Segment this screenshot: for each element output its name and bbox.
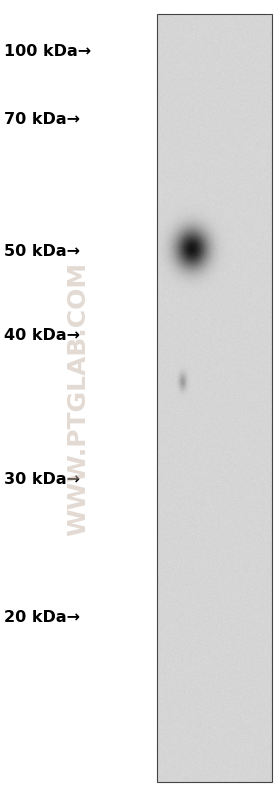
Text: 30 kDa→: 30 kDa→ — [4, 472, 80, 487]
Text: 100 kDa→: 100 kDa→ — [4, 45, 91, 59]
Text: 70 kDa→: 70 kDa→ — [4, 113, 80, 128]
Text: WWW.PTGLAB.COM: WWW.PTGLAB.COM — [66, 262, 90, 536]
Text: 40 kDa→: 40 kDa→ — [4, 328, 80, 343]
Text: 50 kDa→: 50 kDa→ — [4, 244, 80, 260]
Text: 20 kDa→: 20 kDa→ — [4, 610, 80, 626]
Bar — [157, 14, 272, 782]
